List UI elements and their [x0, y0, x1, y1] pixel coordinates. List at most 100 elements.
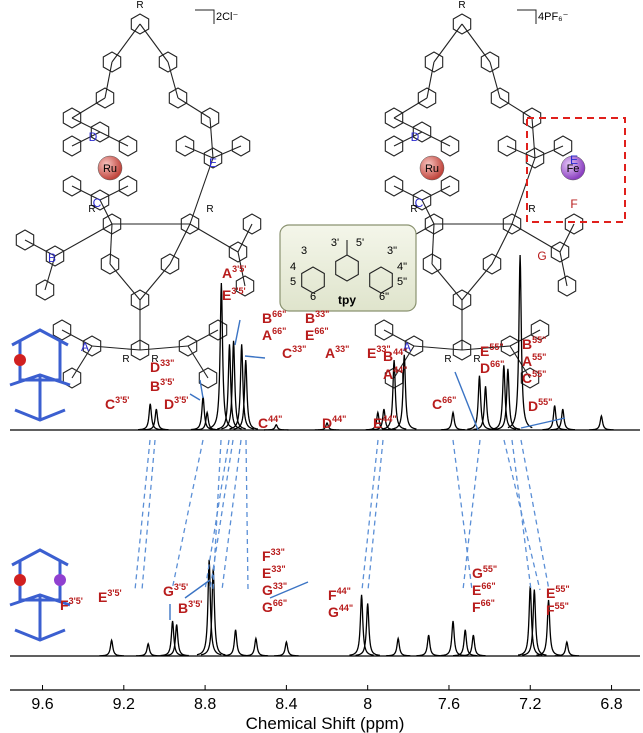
bond [532, 118, 535, 158]
peak-label-sup: 33" [335, 344, 349, 354]
peak-label-sup: 3'5' [69, 596, 83, 606]
peak-label: D66" [480, 359, 504, 376]
bond [422, 200, 434, 224]
counterion: 4PF₆⁻ [538, 11, 569, 23]
bond [100, 200, 112, 224]
peak-label-sup: 55" [532, 335, 546, 345]
peak [274, 642, 298, 656]
peak-label-sup: 55" [555, 584, 569, 594]
bond [188, 346, 208, 378]
inset-label: 3" [387, 245, 397, 257]
peak-label-sup: 55" [532, 369, 546, 379]
peak-label: C55" [522, 369, 546, 386]
peak-label: D44" [322, 414, 346, 431]
bond [105, 62, 112, 98]
peak-label: E33" [262, 564, 286, 581]
arrow [185, 580, 210, 598]
substituent: R [444, 354, 451, 365]
peak-label: D3'5' [164, 395, 188, 412]
ring-label: E [570, 153, 578, 167]
peak-label-sup: 44" [382, 414, 396, 424]
icon [10, 550, 70, 640]
peak-label: F55" [546, 601, 569, 618]
substituent: R [206, 204, 213, 215]
peak-label: G3'5' [163, 582, 188, 599]
peak-label: B3'5' [178, 599, 202, 616]
peak-label: D55" [528, 397, 552, 414]
peak-label: F3'5' [60, 596, 83, 613]
peak-label: F44" [328, 586, 351, 603]
substituent: R [136, 0, 143, 11]
peak-label: G44" [328, 603, 353, 620]
bond [507, 146, 535, 158]
peak-label: E55" [480, 342, 504, 359]
peak-label-letter: C [432, 396, 442, 412]
peak-label-letter: E [367, 345, 376, 361]
x-tick-label: 8.4 [275, 696, 297, 713]
peak-label-letter: A [262, 327, 272, 343]
bond [178, 98, 210, 118]
peak-label-letter: A [222, 265, 232, 281]
peak [441, 413, 465, 430]
peak [518, 586, 542, 655]
peak-label-letter: C [258, 415, 268, 431]
icon-metal [14, 574, 26, 586]
peak-label-sup: 55" [483, 564, 497, 574]
bond [110, 224, 112, 264]
bond [140, 24, 168, 62]
x-tick-label: 8 [363, 696, 372, 713]
peak-label-sup: 66" [490, 359, 504, 369]
peak-label: E66" [472, 581, 496, 598]
bracket [195, 10, 214, 24]
peak-label-letter: E [262, 565, 271, 581]
ring-label: F [570, 197, 577, 211]
peak-label-letter: B [383, 348, 393, 364]
peak-label: G55" [472, 564, 497, 581]
peak-label-sup: 33" [315, 309, 329, 319]
x-tick-label: 7.6 [438, 696, 460, 713]
correlation-line [521, 440, 549, 590]
peak-label-letter: B [522, 336, 532, 352]
peak-label-sup: 55" [555, 601, 569, 611]
ring-label: E [209, 156, 217, 170]
bond [170, 224, 190, 264]
substituent: R [458, 0, 465, 11]
correlation-line [210, 440, 233, 590]
peak-label-sup: 3'5' [232, 264, 246, 274]
peak-label: B33" [305, 309, 329, 326]
bond [434, 24, 462, 62]
peak-label-sup: 33" [292, 344, 306, 354]
arrow [235, 320, 240, 345]
inset-label: 6 [310, 291, 316, 303]
bracket [517, 10, 536, 24]
peak [386, 639, 410, 656]
peak-label: A66" [262, 326, 286, 343]
bond [427, 62, 434, 98]
peak-label-sup: 66" [314, 326, 328, 336]
peak-label-sup: 44" [268, 414, 282, 424]
peak-label-sup: 3'5' [160, 377, 174, 387]
peak-label-sup: 33" [273, 581, 287, 591]
peak-label: A3'5' [222, 264, 246, 281]
inset-label: 3 [301, 245, 307, 257]
icon-metal [14, 354, 26, 366]
bond [140, 346, 188, 350]
inset-label: tpy [338, 293, 356, 307]
peak-label-letter: E [222, 287, 231, 303]
peak-label-sup: 55" [532, 352, 546, 362]
peak [144, 409, 168, 430]
peak-label-letter: G [262, 582, 273, 598]
peak-label-sup: 3'5' [174, 582, 188, 592]
peak [160, 621, 184, 656]
peak-label: E3'5' [98, 588, 122, 605]
bond [210, 118, 213, 158]
peak-label-letter: E [546, 585, 555, 601]
bond [512, 224, 560, 252]
arrow [200, 380, 203, 398]
peak [555, 642, 579, 656]
arrow [190, 394, 200, 400]
peak-label-sup: 44" [339, 603, 353, 613]
peak-label-letter: G [472, 565, 483, 581]
peak-label-letter: A [522, 353, 532, 369]
peak-label-sup: 66" [272, 326, 286, 336]
